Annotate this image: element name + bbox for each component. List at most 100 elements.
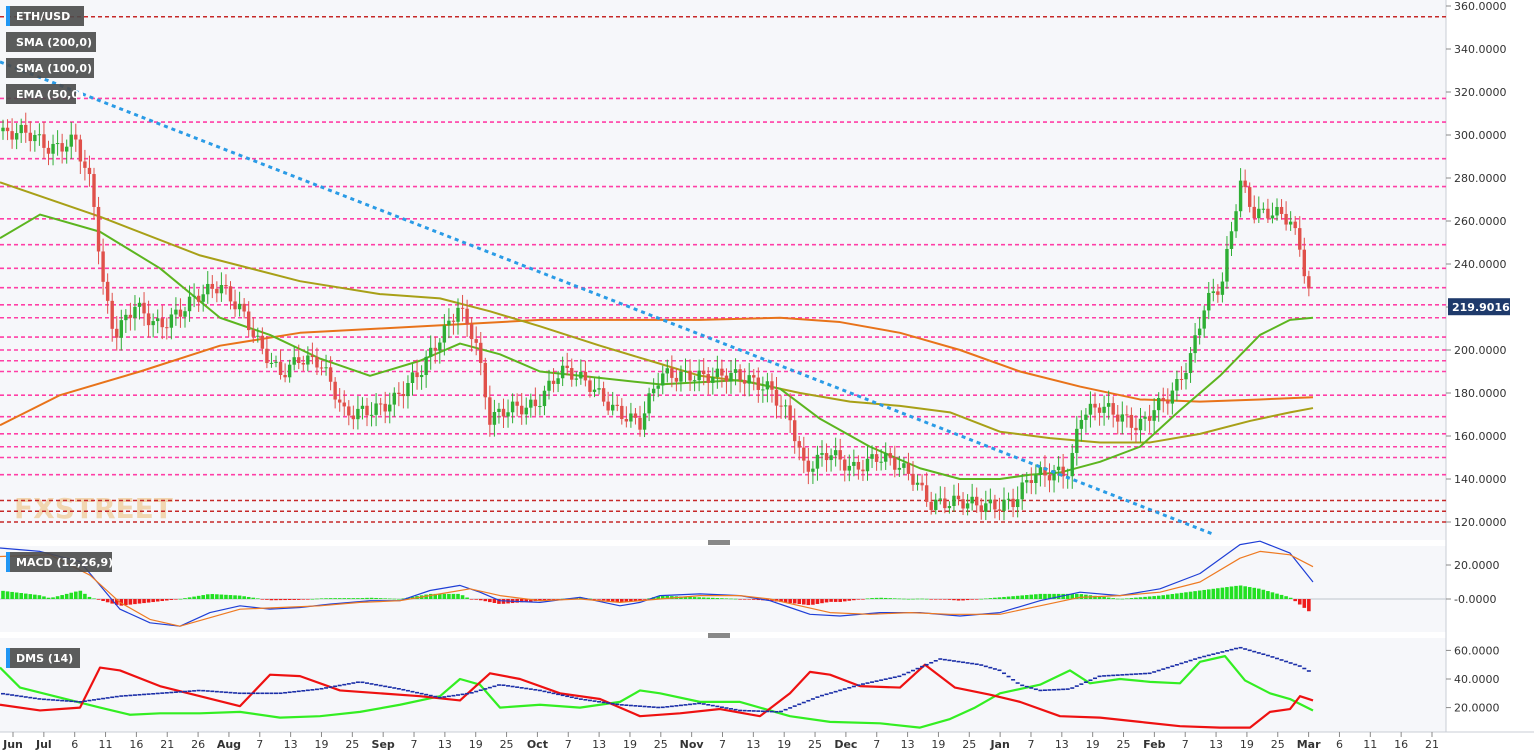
time-tick-label: 13 [438,738,452,751]
ema50-tag-bg[interactable] [6,84,76,104]
macd-histogram-bar [1243,586,1247,599]
macd-histogram-bar [984,598,988,600]
candle-body [206,283,210,295]
candle-body [415,372,419,378]
symbol-tag[interactable]: ETH/USD [16,10,70,23]
ema50-line [0,213,1314,480]
macd-histogram-bar [802,599,806,605]
macd-histogram-bar [60,595,64,599]
candle-body [943,498,947,509]
macd-histogram-bar [1075,593,1079,599]
macd-histogram-bar [342,598,347,599]
candle-body [688,370,692,381]
candle-body [251,330,255,337]
price-tick-label: 340.0000 [1454,43,1507,56]
candle-body [201,294,205,302]
candle-body [542,390,547,407]
time-tick-label: Nov [680,738,705,751]
macd-histogram-bar [360,598,365,599]
sma200-tag-bg[interactable] [6,32,96,52]
ema50-tag[interactable]: EMA (50,0) [16,88,84,101]
candle-body [92,174,96,207]
time-tick-label: 7 [719,738,726,751]
candle-body [1202,310,1206,329]
macd-histogram-bar [160,599,165,602]
macd-histogram-bar [306,599,310,600]
macd-histogram-bar [1106,597,1111,599]
dms-resize-handle[interactable] [708,633,730,638]
symbol-tag-bg[interactable] [6,6,84,26]
macd-histogram-bar [1038,593,1043,599]
candle-body [233,301,237,310]
candle-body [1266,208,1270,219]
candle-body [278,361,283,375]
price-tick-label: 160.0000 [1454,430,1507,443]
sma200-tag[interactable]: SMA (200,0) [16,36,92,49]
candle-body [670,368,674,378]
candle-body [802,447,806,461]
price-tick-label: 240.0000 [1454,258,1507,271]
time-tick-label: 19 [314,738,328,751]
macd-tag[interactable]: MACD (12,26,9) [16,556,113,569]
macd-histogram-bar [83,593,87,599]
macd-resize-handle[interactable] [708,540,730,545]
macd-histogram-bar [1120,598,1125,600]
macd-histogram-bar [724,598,729,600]
watermark: FXSTREET [14,492,173,525]
candle-body [1143,416,1147,419]
macd-histogram-bar [428,593,433,599]
macd-histogram-bar [1034,594,1038,599]
dms-tag-bg[interactable] [6,648,80,668]
macd-histogram-bar [146,599,151,603]
sma100-tag-bg[interactable] [6,58,94,78]
macd-histogram-bar [1288,597,1293,599]
candle-body [469,324,474,340]
candle-body [60,143,64,152]
macd-histogram-bar [319,598,324,599]
macd-histogram-bar [451,593,456,599]
macd-histogram-bar [92,598,96,600]
macd-histogram-bar [933,599,938,600]
candle-body [1234,211,1238,232]
sma100-tag[interactable]: SMA (100,0) [16,62,92,75]
macd-tag-bg[interactable] [6,552,112,572]
candle-body [1006,498,1011,500]
macd-histogram-bar [660,595,665,599]
time-tick-label: 13 [592,738,606,751]
candle-body [1211,291,1215,293]
last-price-box [1448,298,1510,316]
candle-body [1307,276,1311,289]
macd-histogram-bar [133,599,137,605]
macd-histogram-bar [351,598,356,599]
candle-body [178,309,183,317]
candle-body [192,295,196,297]
macd-histogram-bar [328,598,333,599]
macd-histogram-bar [246,596,251,599]
macd-histogram-bar [865,598,870,600]
macd-histogram-bar [542,599,547,601]
candle-body [306,355,310,365]
macd-histogram-bar [524,599,529,602]
candle-body [651,388,656,394]
macd-histogram-bar [997,597,1002,599]
moving-averages [0,181,1314,480]
macd-histogram-bar [474,599,478,600]
candle-body [1047,475,1052,481]
candle-body [720,368,724,376]
macd-histogram-bar [369,597,374,599]
macd-histogram-bar [747,599,751,600]
time-tick-label: Sep [372,738,395,751]
macd-histogram-bar [1184,592,1188,599]
macd-histogram-bar [751,599,756,600]
candle-body [611,404,615,411]
dms-tag[interactable]: DMS (14) [16,652,73,665]
candle-body [824,453,829,461]
macd-histogram-bar [265,599,269,600]
candle-body [14,133,19,140]
candle-body [1084,414,1088,420]
candle-body [815,454,820,469]
macd-histogram-bar [151,599,155,603]
macd-histogram-bar [10,591,14,599]
candle-body [110,300,114,329]
candle-body [488,397,492,425]
